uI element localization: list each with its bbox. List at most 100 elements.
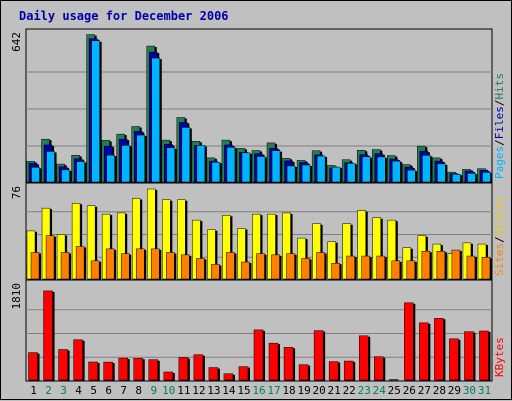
bar-kbytes xyxy=(74,340,83,380)
bar-pages xyxy=(212,162,220,182)
bar-sites xyxy=(317,252,325,279)
bar-sites xyxy=(362,256,370,279)
bar-pages xyxy=(437,164,445,182)
bar-pages xyxy=(32,167,40,182)
panel-3: 1810 KBytes xyxy=(10,280,506,381)
bar-sites xyxy=(241,262,249,279)
bar-kbytes xyxy=(329,362,338,380)
bar-kbytes xyxy=(89,362,98,380)
bar-pages xyxy=(377,157,385,182)
bar-sites xyxy=(61,252,69,279)
bar-sites xyxy=(31,252,39,279)
legend-item: Hits xyxy=(493,73,506,100)
bar-pages xyxy=(152,58,160,182)
x-tick-label: 25 xyxy=(388,384,401,397)
panel-2: 76 Sites/Visits xyxy=(10,183,506,280)
x-tick-label: 28 xyxy=(433,384,446,397)
bar-kbytes xyxy=(299,365,308,380)
bar-sites xyxy=(347,256,355,279)
chart-title: Daily usage for December 2006 xyxy=(19,9,229,23)
x-tick-label: 26 xyxy=(403,384,416,397)
bar-pages xyxy=(362,157,370,182)
bar-kbytes xyxy=(269,343,278,380)
bar-pages xyxy=(47,151,55,182)
bar-kbytes xyxy=(434,318,443,380)
bar-pages xyxy=(422,155,430,182)
bar-kbytes xyxy=(449,339,458,380)
x-tick-label: 22 xyxy=(343,384,356,397)
bar-kbytes xyxy=(209,368,218,380)
x-tick-label: 10 xyxy=(162,384,175,397)
bar-pages xyxy=(272,151,280,182)
bar-kbytes xyxy=(419,323,428,380)
bar-pages xyxy=(392,161,400,182)
bar-sites xyxy=(467,256,475,279)
bar-pages xyxy=(62,170,70,182)
legend-item: Visits xyxy=(493,197,506,237)
bar-kbytes xyxy=(254,330,263,380)
x-tick-label: 6 xyxy=(105,384,112,397)
bar-sites xyxy=(422,251,430,279)
x-tick-label: 23 xyxy=(358,384,371,397)
bar-sites xyxy=(181,255,189,279)
legend-item: / xyxy=(493,236,506,243)
bar-sites xyxy=(272,255,280,279)
x-tick-label: 12 xyxy=(192,384,205,397)
y-max-label: 76 xyxy=(10,186,23,199)
x-tick-label: 31 xyxy=(478,384,491,397)
bar-kbytes xyxy=(134,358,143,380)
bar-kbytes xyxy=(344,361,353,380)
bar-sites xyxy=(257,254,265,279)
bar-kbytes xyxy=(179,357,188,380)
bar-kbytes xyxy=(59,350,68,380)
bar-pages xyxy=(347,163,355,182)
bar-sites xyxy=(452,250,460,279)
bar-pages xyxy=(452,174,460,182)
x-tick-label: 7 xyxy=(120,384,127,397)
bar-pages xyxy=(77,162,85,182)
x-tick-label: 18 xyxy=(282,384,295,397)
bar-pages xyxy=(317,156,325,182)
bar-kbytes xyxy=(104,362,113,380)
bar-pages xyxy=(92,41,100,182)
bar-pages xyxy=(167,148,175,182)
bar-pages xyxy=(137,135,145,182)
bar-sites xyxy=(482,257,490,279)
bar-sites xyxy=(91,261,99,279)
bar-kbytes xyxy=(479,331,488,380)
legend-item: Sites xyxy=(493,243,506,276)
bar-sites xyxy=(211,264,219,279)
y-max-label: 1810 xyxy=(10,283,23,310)
legend-item: Files xyxy=(493,106,506,139)
bar-sites xyxy=(377,256,385,279)
bar-pages xyxy=(482,172,490,182)
x-tick-label: 9 xyxy=(150,384,157,397)
bar-pages xyxy=(332,167,340,182)
x-tick-label: 27 xyxy=(418,384,431,397)
bar-pages xyxy=(227,147,235,182)
y-max-label: 642 xyxy=(10,32,23,52)
x-tick-label: 21 xyxy=(328,384,341,397)
bar-sites xyxy=(392,261,400,279)
bar-pages xyxy=(467,173,475,182)
bar-sites xyxy=(76,246,84,279)
x-tick-label: 16 xyxy=(252,384,265,397)
bar-sites xyxy=(151,249,159,279)
bar-pages xyxy=(242,153,250,182)
bar-pages xyxy=(302,165,310,182)
panel-legend: Sites/Visits xyxy=(493,197,506,277)
x-tick-label: 4 xyxy=(75,384,82,397)
bar-kbytes xyxy=(44,291,53,380)
bar-kbytes xyxy=(29,353,38,380)
x-tick-label: 20 xyxy=(313,384,326,397)
bar-kbytes xyxy=(314,331,323,380)
bar-sites xyxy=(46,236,54,279)
bar-pages xyxy=(287,166,295,182)
bar-sites xyxy=(302,258,310,279)
legend-item: KBytes xyxy=(493,337,506,377)
bar-pages xyxy=(407,170,415,182)
bar-kbytes xyxy=(359,336,368,380)
x-tick-label: 30 xyxy=(463,384,476,397)
x-tick-label: 15 xyxy=(237,384,250,397)
